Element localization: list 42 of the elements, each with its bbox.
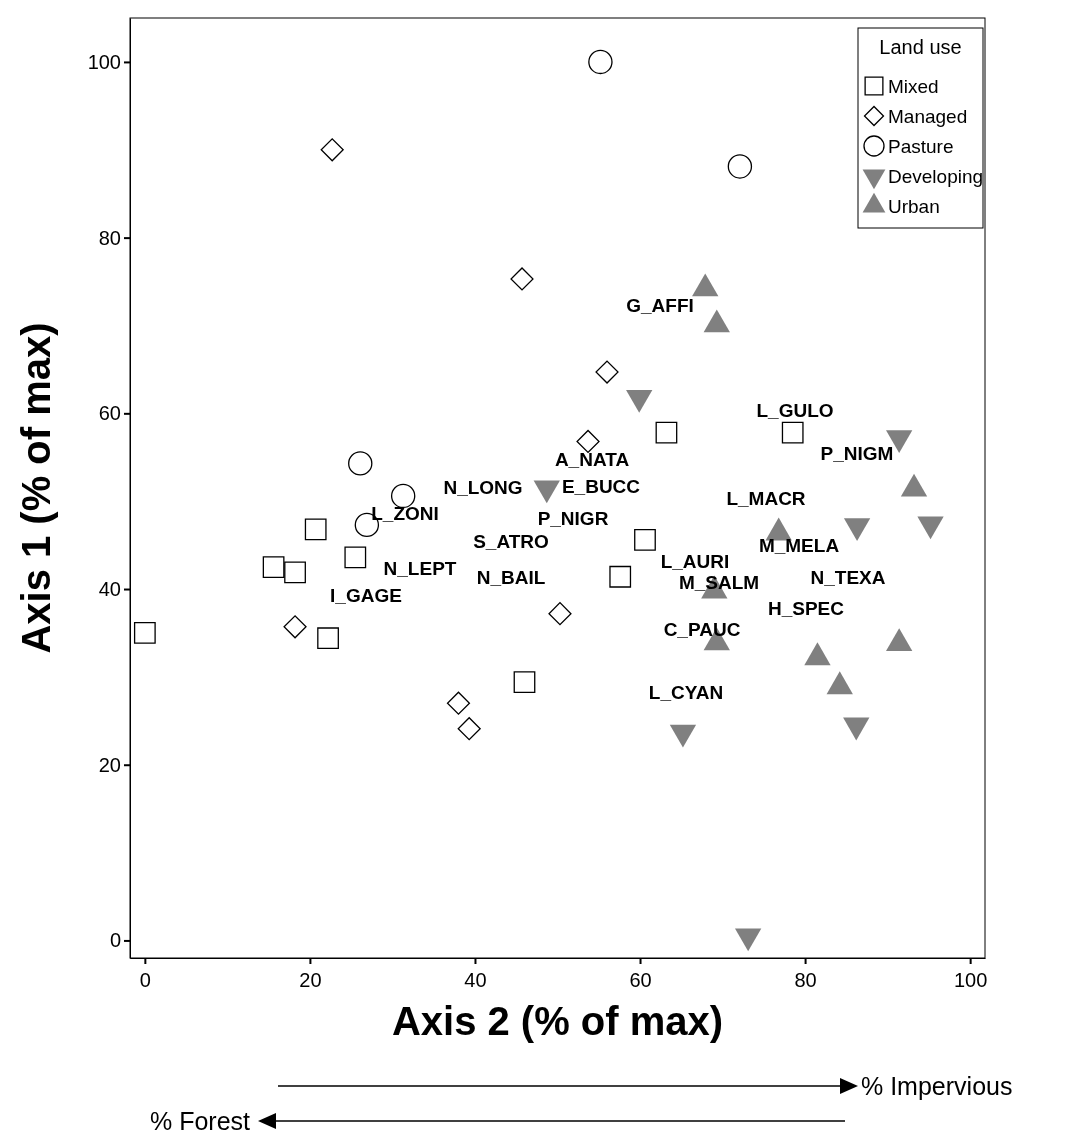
annotation: L_CYAN bbox=[648, 681, 724, 703]
x-axis-title: Axis 2 (% of max) bbox=[391, 999, 724, 1043]
x-tick-label: 60 bbox=[629, 969, 652, 991]
annotation: I_GAGE bbox=[330, 584, 402, 606]
annotation: L_ZONI bbox=[371, 502, 439, 524]
annotation: G_AFFI bbox=[626, 294, 694, 316]
annotation: N_BAIL bbox=[476, 566, 546, 588]
y-tick-label: 20 bbox=[98, 753, 121, 776]
annotation: L_GULO bbox=[756, 399, 834, 421]
text: % Forest bbox=[149, 1106, 251, 1135]
annotation: E_BUCC bbox=[561, 475, 641, 497]
annotation: N_TEXA bbox=[810, 566, 886, 588]
legend-title: Land use bbox=[879, 36, 962, 58]
y-tick-label: 100 bbox=[87, 50, 121, 73]
annotation: N_LONG bbox=[443, 476, 523, 498]
annotation: M_MELA bbox=[758, 534, 840, 556]
annotation: L_AURI bbox=[660, 550, 730, 572]
legend-label: Managed bbox=[888, 105, 968, 127]
annotation: L_MACR bbox=[726, 487, 806, 509]
x-tick-label: 100 bbox=[953, 969, 988, 991]
x-tick-label: 20 bbox=[299, 969, 322, 991]
legend-label: Urban bbox=[888, 195, 940, 217]
x-tick-label: 40 bbox=[464, 969, 487, 991]
annotation: N_LEPT bbox=[383, 557, 457, 579]
annotation: H_SPEC bbox=[767, 597, 845, 619]
annotation: P_NIGM bbox=[820, 442, 894, 464]
annotation: S_ATRO bbox=[473, 530, 549, 552]
legend-label: Mixed bbox=[888, 75, 939, 97]
x-tick-label: 0 bbox=[139, 969, 151, 991]
y-tick-label: 40 bbox=[98, 577, 121, 600]
annotation: A_NATA bbox=[554, 448, 630, 470]
legend-label: Pasture bbox=[888, 135, 954, 157]
text: % Impervious bbox=[861, 1071, 1013, 1100]
annotation: M_SALM bbox=[678, 571, 760, 593]
y-tick-label: 60 bbox=[98, 402, 121, 425]
legend-label: Developing bbox=[888, 165, 984, 187]
annotation: P_NIGR bbox=[537, 507, 609, 529]
y-tick-label: 0 bbox=[109, 929, 121, 952]
annotation: C_PAUC bbox=[663, 618, 741, 640]
y-tick-label: 80 bbox=[98, 226, 121, 249]
y-axis-title: Axis 1 (% of max) bbox=[14, 322, 58, 654]
x-tick-label: 80 bbox=[794, 969, 817, 991]
